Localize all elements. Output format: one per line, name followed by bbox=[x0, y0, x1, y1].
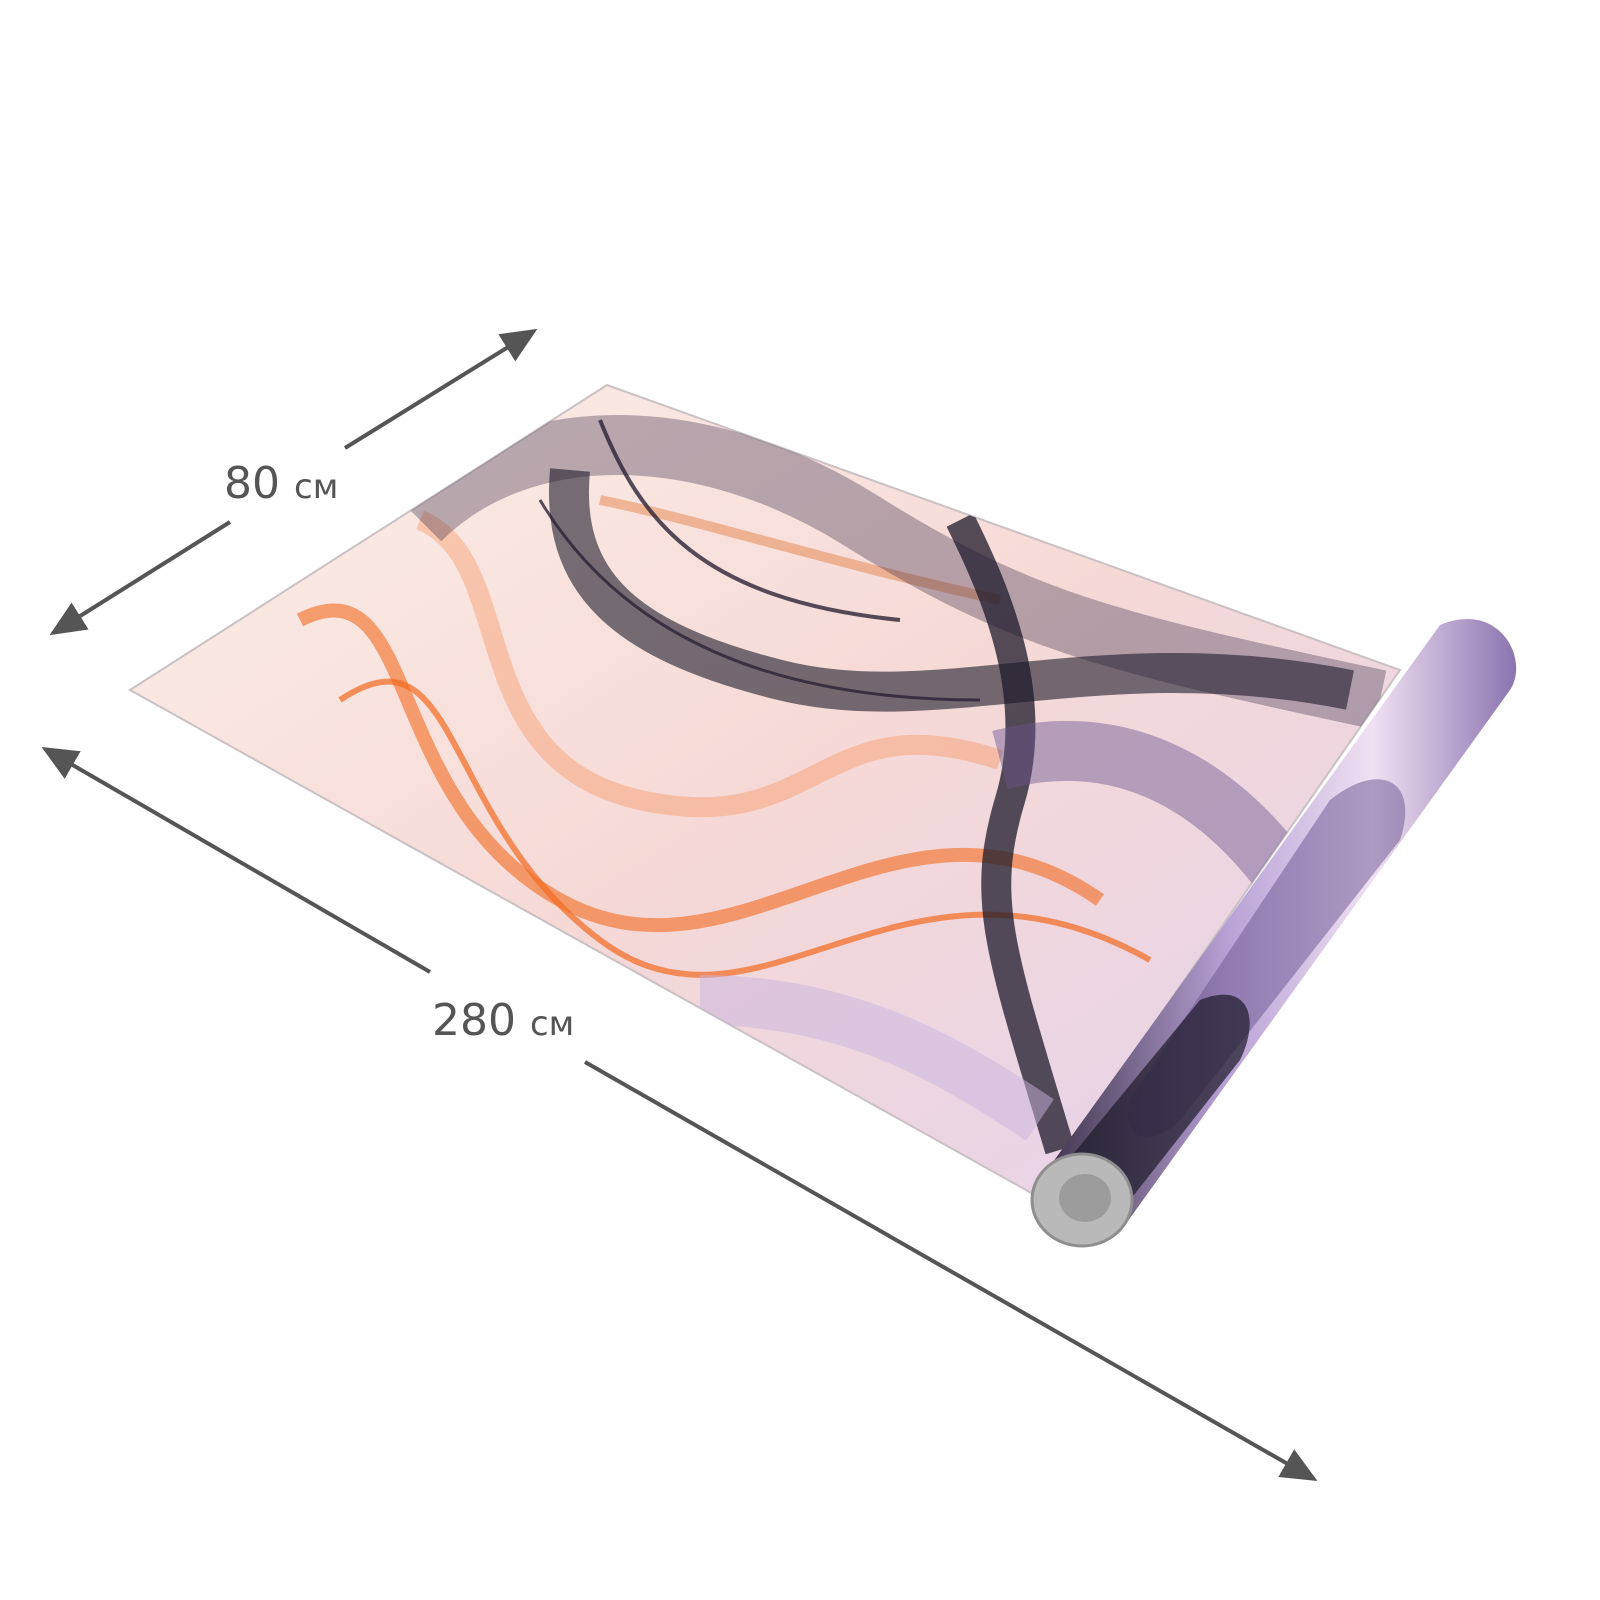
width-unit: см bbox=[294, 467, 339, 507]
wallpaper-roll bbox=[1030, 619, 1517, 1248]
length-value: 280 bbox=[432, 995, 516, 1046]
width-label: 80 см bbox=[224, 458, 338, 509]
width-value: 80 bbox=[224, 458, 280, 509]
length-unit: см bbox=[529, 1004, 575, 1044]
width-dimension-arrow bbox=[49, 328, 538, 636]
length-label: 280 см bbox=[432, 995, 574, 1046]
length-dimension-arrow bbox=[41, 746, 1318, 1481]
